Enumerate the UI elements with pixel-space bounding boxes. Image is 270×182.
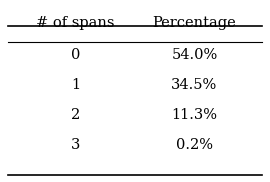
Text: 0.2%: 0.2%	[176, 138, 213, 152]
Text: 0: 0	[71, 48, 80, 62]
Text: 11.3%: 11.3%	[171, 108, 217, 122]
Text: # of spans: # of spans	[36, 16, 115, 30]
Text: 54.0%: 54.0%	[171, 48, 218, 62]
Text: 3: 3	[71, 138, 80, 152]
Text: 1: 1	[71, 78, 80, 92]
Text: 34.5%: 34.5%	[171, 78, 218, 92]
Text: 2: 2	[71, 108, 80, 122]
Text: Percentage: Percentage	[153, 16, 236, 30]
